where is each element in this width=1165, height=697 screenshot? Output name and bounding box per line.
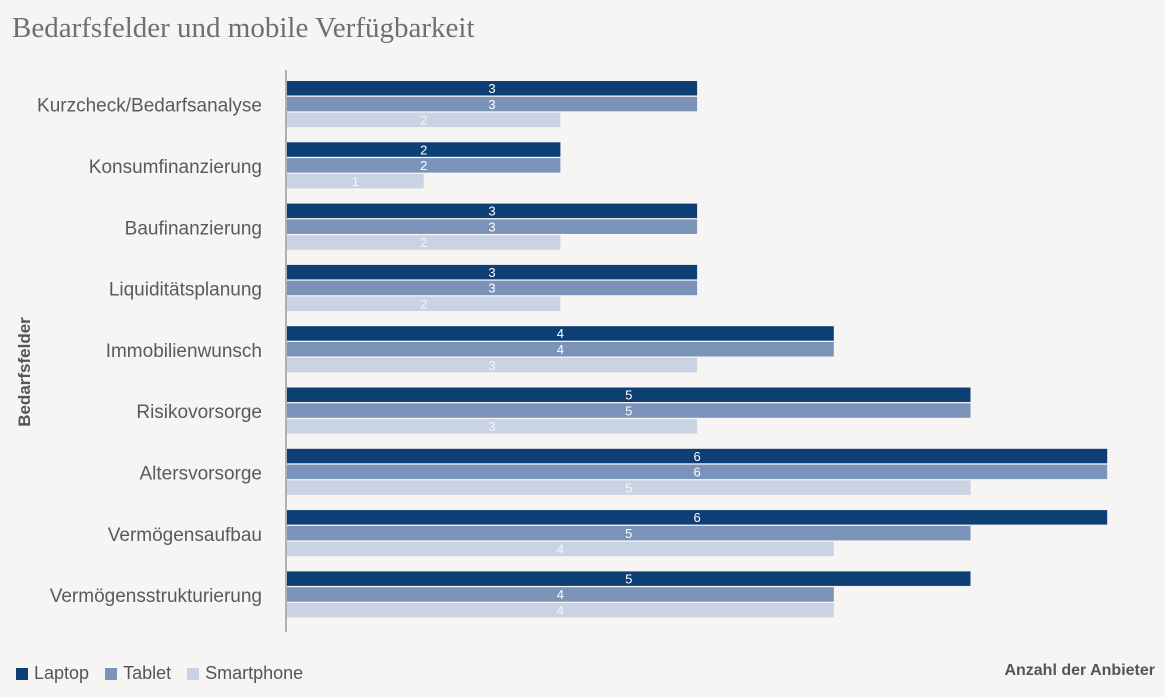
bar-smartphone-konsumfinanzierung <box>287 173 424 189</box>
bar-laptop-vermögensstrukturierung <box>287 571 971 586</box>
category-label-risikovorsorge: Risikovorsorge <box>136 402 262 423</box>
value-label-tablet-altersvorsorge: 6 <box>693 465 700 480</box>
bar-tablet-risikovorsorge <box>287 403 971 418</box>
legend-label-smartphone: Smartphone <box>205 663 304 683</box>
value-label-tablet-kurzcheck-bedarfsanalyse: 3 <box>488 97 495 112</box>
value-label-tablet-liquiditätsplanung: 3 <box>488 281 495 296</box>
bar-tablet-liquiditätsplanung <box>287 280 698 296</box>
bar-tablet-baufinanzierung <box>287 219 698 234</box>
bar-tablet-altersvorsorge <box>287 464 1108 480</box>
value-label-smartphone-vermögensstrukturierung: 4 <box>557 603 564 618</box>
bar-tablet-vermögensaufbau <box>287 525 971 541</box>
value-label-smartphone-konsumfinanzierung: 1 <box>352 174 359 189</box>
y-axis-label: Bedarfsfelder <box>15 317 34 427</box>
bar-tablet-kurzcheck-bedarfsanalyse <box>287 96 698 112</box>
bar-tablet-immobilienwunsch <box>287 342 834 357</box>
value-label-laptop-kurzcheck-bedarfsanalyse: 3 <box>488 81 495 96</box>
x-axis-label: Anzahl der Anbieter <box>1004 662 1155 679</box>
bar-smartphone-vermögensstrukturierung <box>287 603 834 618</box>
bar-laptop-vermögensaufbau <box>287 510 1108 525</box>
bar-smartphone-kurzcheck-bedarfsanalyse <box>287 112 561 128</box>
value-label-tablet-vermögensaufbau: 5 <box>625 526 632 541</box>
value-label-smartphone-immobilienwunsch: 3 <box>488 358 495 373</box>
category-label-vermögensaufbau: Vermögensaufbau <box>108 525 262 546</box>
bar-smartphone-risikovorsorge <box>287 419 698 434</box>
category-label-liquiditätsplanung: Liquiditätsplanung <box>109 280 262 301</box>
bar-laptop-baufinanzierung <box>287 203 698 219</box>
value-label-laptop-baufinanzierung: 3 <box>488 204 495 219</box>
value-label-laptop-immobilienwunsch: 4 <box>557 326 564 341</box>
value-label-smartphone-altersvorsorge: 5 <box>625 480 632 495</box>
legend-label-laptop: Laptop <box>34 663 90 683</box>
category-label-baufinanzierung: Baufinanzierung <box>125 218 262 239</box>
bar-laptop-kurzcheck-bedarfsanalyse <box>287 81 698 96</box>
legend-swatch-tablet <box>105 667 118 680</box>
bar-laptop-altersvorsorge <box>287 448 1108 464</box>
legend-item-smartphone: Smartphone <box>187 663 303 684</box>
value-label-tablet-vermögensstrukturierung: 4 <box>557 587 564 602</box>
bar-laptop-immobilienwunsch <box>287 326 834 341</box>
legend: Laptop Tablet Smartphone <box>16 663 319 684</box>
value-label-laptop-altersvorsorge: 6 <box>693 449 700 464</box>
legend-label-tablet: Tablet <box>123 663 172 683</box>
value-label-laptop-konsumfinanzierung: 2 <box>420 142 427 157</box>
legend-swatch-laptop <box>16 667 28 680</box>
bar-smartphone-altersvorsorge <box>287 480 971 495</box>
category-label-kurzcheck-bedarfsanalyse: Kurzcheck/Bedarfsanalyse <box>37 96 262 117</box>
legend-swatch-smartphone <box>187 667 200 680</box>
value-label-laptop-vermögensaufbau: 6 <box>693 510 700 525</box>
value-label-tablet-immobilienwunsch: 4 <box>557 342 564 357</box>
category-label-konsumfinanzierung: Konsumfinanzierung <box>89 157 262 178</box>
value-label-tablet-konsumfinanzierung: 2 <box>420 158 427 173</box>
chart-title: Bedarfsfelder und mobile Verfügbarkeit <box>12 12 475 44</box>
category-label-vermögensstrukturierung: Vermögensstrukturierung <box>50 586 262 607</box>
value-label-smartphone-vermögensaufbau: 4 <box>557 542 564 557</box>
bar-smartphone-liquiditätsplanung <box>287 296 561 311</box>
category-label-altersvorsorge: Altersvorsorge <box>140 464 263 485</box>
bar-smartphone-vermögensaufbau <box>287 541 834 557</box>
category-label-immobilienwunsch: Immobilienwunsch <box>106 341 262 362</box>
bar-laptop-konsumfinanzierung <box>287 142 561 157</box>
value-label-smartphone-risikovorsorge: 3 <box>488 419 495 434</box>
bar-smartphone-baufinanzierung <box>287 235 561 250</box>
bar-laptop-risikovorsorge <box>287 387 971 402</box>
legend-item-laptop: Laptop <box>16 663 89 684</box>
value-label-laptop-risikovorsorge: 5 <box>625 388 632 403</box>
bar-tablet-konsumfinanzierung <box>287 158 561 173</box>
value-label-smartphone-baufinanzierung: 2 <box>420 235 427 250</box>
bar-smartphone-immobilienwunsch <box>287 357 698 373</box>
value-label-laptop-vermögensstrukturierung: 5 <box>625 571 632 586</box>
value-label-tablet-risikovorsorge: 5 <box>625 403 632 418</box>
value-label-laptop-liquiditätsplanung: 3 <box>488 265 495 280</box>
value-label-smartphone-kurzcheck-bedarfsanalyse: 2 <box>420 113 427 128</box>
legend-item-tablet: Tablet <box>105 663 171 684</box>
bar-laptop-liquiditätsplanung <box>287 264 698 280</box>
value-label-smartphone-liquiditätsplanung: 2 <box>420 297 427 312</box>
bar-tablet-vermögensstrukturierung <box>287 587 834 602</box>
value-label-tablet-baufinanzierung: 3 <box>488 219 495 234</box>
